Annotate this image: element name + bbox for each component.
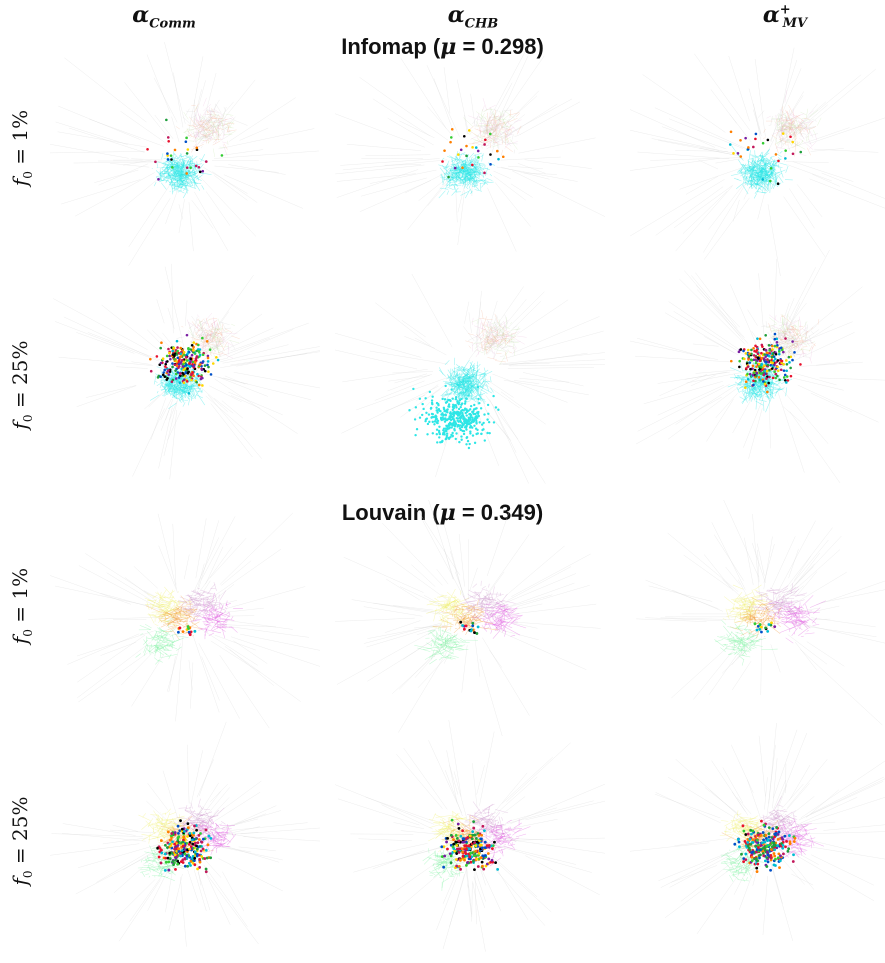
row-label-infomap-1pct: f0 = 1% [8,109,35,187]
network-panel-louvain-1pct-comm [50,500,320,736]
network-panel-infomap-1pct-chb [335,40,605,276]
network-panel-infomap-25pct-comm [50,250,320,486]
network-panel-infomap-25pct-mv [630,250,885,486]
row-label-louvain-25pct: f0 = 25% [8,796,35,886]
column-header-comm: αComm [132,2,196,32]
network-panel-louvain-1pct-chb [335,500,605,736]
network-panel-infomap-1pct-comm [50,40,320,276]
section-title-infomap: Infomap (μ = 0.298) [341,34,544,60]
row-label-louvain-1pct: f0 = 1% [8,567,35,645]
network-panel-louvain-1pct-mv [630,500,885,736]
column-header-mv: α+MV [762,2,808,32]
row-label-infomap-25pct: f0 = 25% [8,340,35,430]
network-graph [630,250,885,484]
network-panel-louvain-25pct-mv [630,720,885,956]
network-graph [335,720,605,952]
network-graph [630,47,885,276]
network-graph [50,721,320,947]
network-graph [50,42,319,266]
network-graph [50,512,320,729]
network-graph [636,500,885,726]
column-header-chb: αCHB [447,2,499,32]
network-graph [335,47,605,252]
network-panel-infomap-25pct-chb [335,250,605,486]
network-graph [53,263,320,480]
network-graph [630,722,885,942]
network-graph [335,273,605,484]
network-graph [335,500,601,736]
section-title-louvain: Louvain (μ = 0.349) [341,500,544,526]
network-panel-louvain-25pct-comm [50,720,320,956]
network-panel-infomap-1pct-mv [630,40,885,276]
network-panel-louvain-25pct-chb [335,720,605,956]
